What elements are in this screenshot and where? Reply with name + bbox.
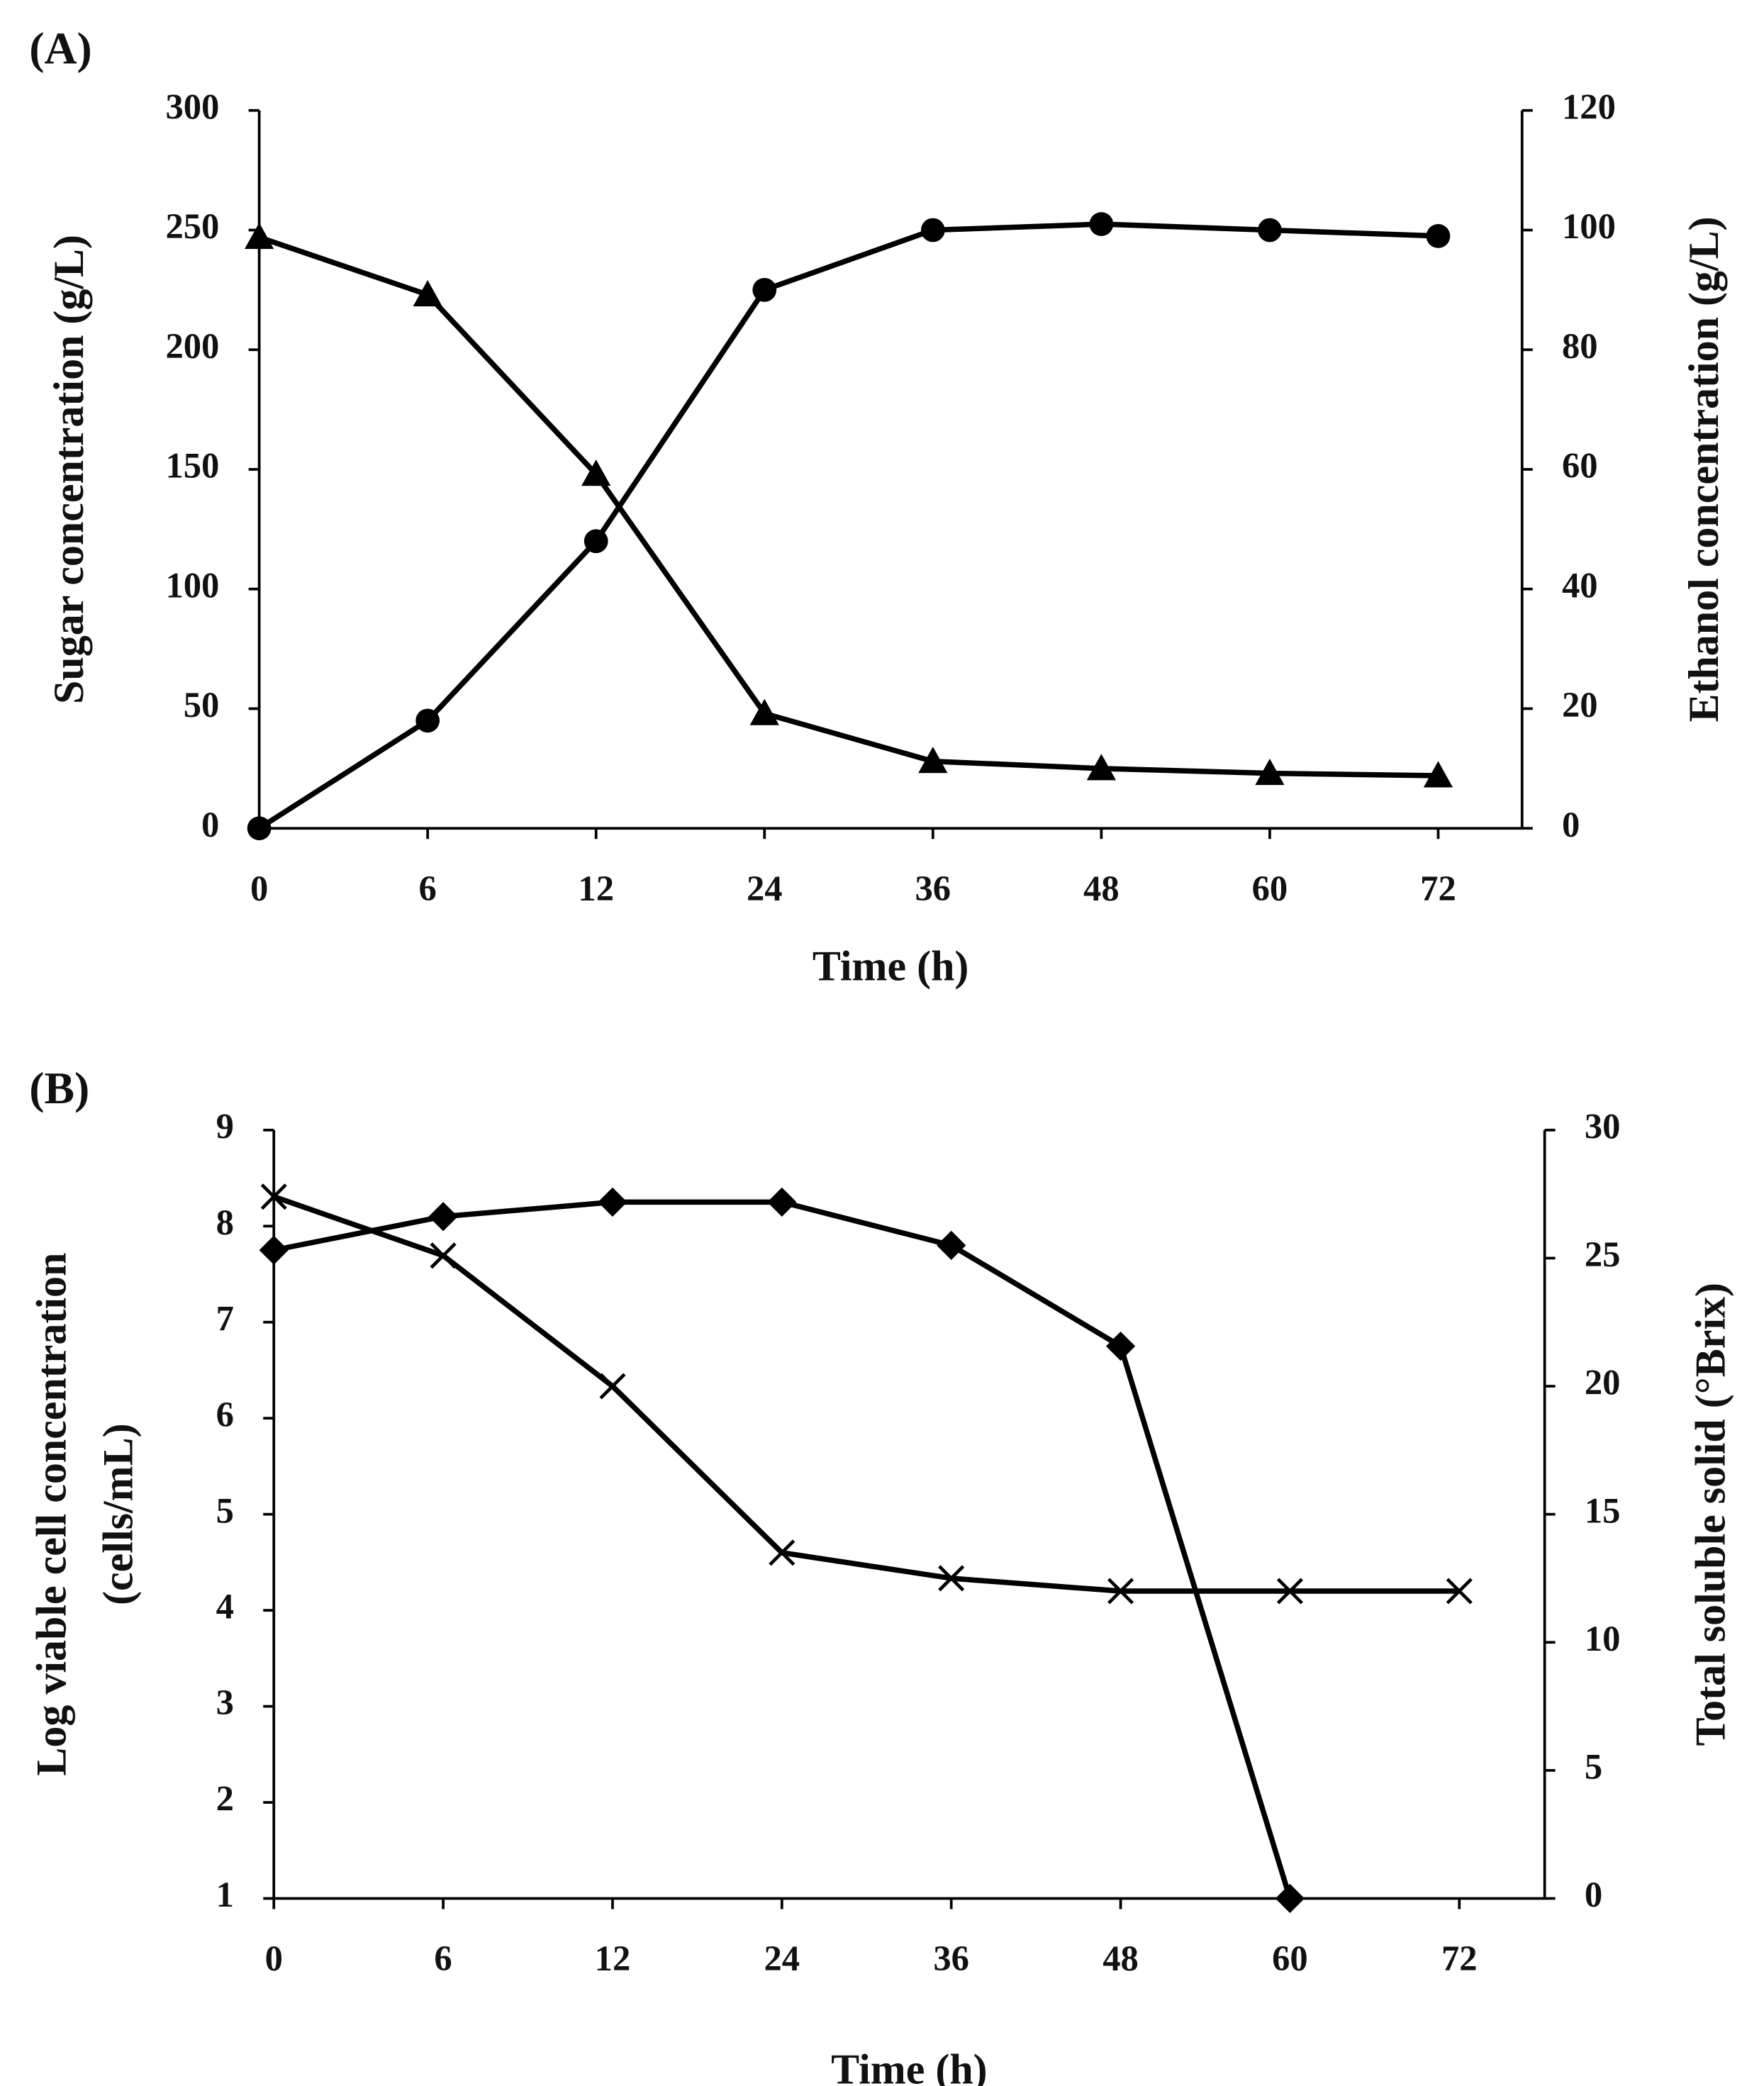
y-tick-label: 300	[165, 87, 219, 126]
y2-tick-label: 60	[1562, 446, 1598, 486]
y2-tick-label: 5	[1585, 1746, 1602, 1786]
y-axis-label: Sugar concentration (g/L)	[45, 235, 92, 704]
marker	[1423, 761, 1453, 788]
y2-tick-label: 0	[1562, 805, 1580, 844]
marker	[1446, 1578, 1473, 1605]
y2-tick-label: 0	[1585, 1875, 1602, 1914]
y2-axis-label: Ethanol concentration (g/L)	[1680, 216, 1727, 722]
y2-tick-label: 10	[1585, 1619, 1621, 1658]
x-tick-label: 48	[1102, 1939, 1139, 1978]
x-axis-label: Time (h)	[813, 943, 968, 990]
panel-label: (B)	[29, 1063, 89, 1113]
y-tick-label: 3	[216, 1683, 234, 1722]
marker	[749, 698, 779, 725]
y2-axis-label: Total soluble solid (°Brix)	[1687, 1283, 1734, 1746]
x-tick-label: 36	[933, 1939, 969, 1978]
marker	[1107, 1578, 1134, 1605]
x-tick-label: 0	[265, 1939, 283, 1978]
y2-tick-label: 20	[1585, 1363, 1621, 1402]
y-tick-label: 2	[216, 1779, 234, 1819]
marker	[1255, 758, 1285, 786]
y-tick-label: 9	[216, 1106, 234, 1146]
y2-tick-label: 100	[1562, 206, 1616, 246]
y-tick-label: 5	[216, 1490, 234, 1530]
marker	[920, 218, 945, 242]
y-tick-label: 7	[216, 1298, 234, 1338]
y2-tick-label: 25	[1585, 1234, 1621, 1274]
y-axis-label: Log viable cell concentration	[28, 1253, 75, 1776]
y2-tick-label: 30	[1585, 1106, 1621, 1146]
x-tick-label: 72	[1420, 869, 1456, 908]
marker	[599, 1373, 626, 1400]
marker	[415, 708, 440, 733]
marker	[428, 1202, 458, 1232]
x-tick-label: 36	[915, 869, 951, 908]
marker	[584, 529, 608, 554]
y-tick-label: 200	[165, 326, 219, 366]
marker	[581, 459, 611, 486]
marker	[1089, 212, 1114, 236]
x-tick-label: 12	[595, 1939, 631, 1978]
x-tick-label: 6	[434, 1939, 452, 1978]
x-tick-label: 60	[1252, 869, 1288, 908]
series-line	[258, 235, 1439, 779]
y-tick-label: 250	[165, 206, 219, 246]
y-tick-label: 100	[165, 565, 219, 605]
series-line	[272, 1194, 1460, 1594]
x-tick-label: 12	[578, 869, 614, 908]
panel-label: (A)	[29, 23, 91, 74]
x-tick-label: 72	[1441, 1939, 1478, 1978]
series-line	[257, 221, 1439, 831]
x-tick-label: 48	[1083, 869, 1120, 908]
y2-tick-label: 40	[1562, 565, 1598, 605]
marker	[244, 222, 274, 250]
y2-tick-label: 20	[1562, 685, 1598, 725]
marker	[1276, 1578, 1303, 1605]
marker	[938, 1565, 965, 1592]
y-tick-label: 4	[216, 1587, 234, 1627]
y-tick-label: 8	[216, 1203, 234, 1242]
marker	[598, 1187, 627, 1217]
y-tick-label: 1	[216, 1875, 234, 1914]
x-tick-label: 24	[764, 1939, 800, 1978]
marker	[752, 277, 777, 302]
x-axis-label: Time (h)	[831, 2046, 988, 2086]
marker	[769, 1539, 796, 1566]
marker	[937, 1230, 966, 1260]
y2-tick-label: 120	[1562, 87, 1616, 126]
x-tick-label: 0	[250, 869, 268, 908]
marker	[918, 747, 948, 774]
x-tick-label: 6	[419, 869, 437, 908]
marker	[1086, 754, 1116, 781]
y-tick-label: 0	[201, 805, 219, 844]
marker	[413, 279, 442, 307]
marker	[430, 1242, 457, 1269]
y-tick-label: 50	[184, 685, 220, 725]
marker	[259, 1235, 289, 1265]
y2-tick-label: 80	[1562, 326, 1598, 366]
marker	[1426, 224, 1451, 248]
marker	[260, 1183, 287, 1210]
marker	[1105, 1331, 1136, 1361]
y2-tick-label: 15	[1585, 1490, 1621, 1530]
y-tick-label: 150	[165, 446, 219, 486]
marker	[247, 816, 272, 841]
marker	[767, 1187, 797, 1217]
x-tick-label: 24	[747, 869, 783, 908]
marker	[1275, 1883, 1305, 1914]
y-tick-label: 6	[216, 1395, 234, 1434]
y-axis-label: (cells/mL)	[94, 1423, 141, 1605]
marker	[1258, 218, 1282, 242]
x-tick-label: 60	[1272, 1939, 1308, 1978]
